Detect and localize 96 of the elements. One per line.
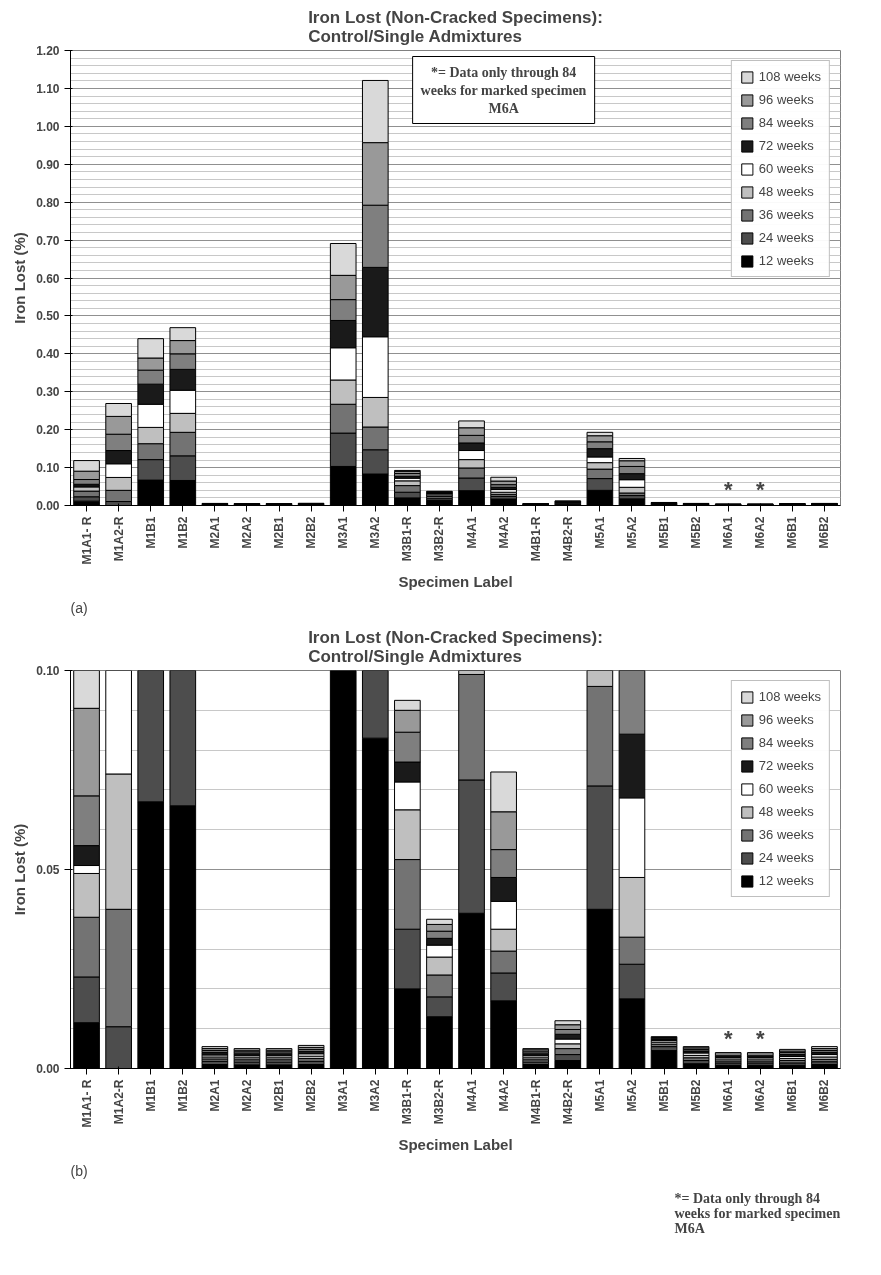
x-tick-label: M3B1-R bbox=[400, 1079, 415, 1125]
x-tick-label: M3B2-R bbox=[432, 1079, 447, 1125]
text: *= Data only through 84 weeks for marked specimen M6A bbox=[674, 1190, 841, 1236]
legend-label: 72 weeks bbox=[758, 758, 814, 773]
x-tick-label: M3A2 bbox=[368, 516, 383, 549]
x-tick-label: M4A2 bbox=[496, 516, 511, 549]
x-tick-label: M4A1 bbox=[464, 516, 479, 549]
legend-label: 96 weeks bbox=[758, 712, 814, 727]
y-tick-label: 0.00 bbox=[36, 499, 60, 513]
x-tick-label: M6B2 bbox=[817, 516, 832, 549]
x-tick-label: M3A1 bbox=[336, 1079, 351, 1112]
x-tick-label: M3B1-R bbox=[400, 516, 415, 562]
legend-label: 60 weeks bbox=[758, 781, 814, 796]
legend-label: 36 weeks bbox=[758, 827, 814, 842]
y-axis-title: Iron Lost (%) bbox=[11, 232, 29, 324]
legend-label: 12 weeks bbox=[758, 873, 814, 888]
x-tick-label: M6A2 bbox=[753, 1079, 768, 1112]
x-tick-label: M2A2 bbox=[239, 1079, 254, 1112]
annotation: * bbox=[756, 476, 766, 502]
x-tick-label: M1A2-R bbox=[111, 516, 126, 562]
x-tick-label: M2A1 bbox=[207, 516, 222, 549]
x-tick-label: M1B2 bbox=[175, 1079, 190, 1112]
x-tick-label: M1A2-R bbox=[111, 1079, 126, 1125]
y-tick-label: 0.20 bbox=[36, 423, 60, 438]
y-tick-label: 0.05 bbox=[36, 863, 60, 877]
y-tick-label: 1.10 bbox=[36, 81, 60, 96]
legend-label: 12 weeks bbox=[758, 253, 814, 268]
x-tick-label: M2A2 bbox=[239, 516, 254, 549]
legend-label: 48 weeks bbox=[758, 184, 814, 199]
x-tick-label: M4B2-R bbox=[560, 1079, 575, 1125]
legend-label: 84 weeks bbox=[758, 115, 814, 130]
x-tick-label: M2B2 bbox=[304, 516, 319, 549]
x-tick-label: M2B1 bbox=[272, 1079, 287, 1112]
x-tick-label: M4B2-R bbox=[560, 516, 575, 562]
x-tick-label: M5B1 bbox=[657, 1079, 672, 1112]
x-tick-label: M4B1-R bbox=[528, 516, 543, 562]
y-tick-label: 1.20 bbox=[36, 44, 60, 58]
x-tick-label: M1A1- R bbox=[79, 1079, 94, 1128]
annotation: *= Data only through 84 weeks for marked specimen M6A bbox=[420, 64, 587, 116]
x-tick-label: M1B1 bbox=[143, 1079, 158, 1112]
x-tick-label: M2B2 bbox=[304, 1079, 319, 1112]
y-tick-label: 0.10 bbox=[36, 664, 60, 678]
x-tick-label: M5A2 bbox=[624, 1079, 639, 1112]
legend-label: 24 weeks bbox=[758, 850, 814, 865]
x-tick-label: M3A1 bbox=[336, 516, 351, 549]
x-tick-label: M3B2-R bbox=[432, 516, 447, 562]
y-tick-label: 0.10 bbox=[36, 461, 60, 476]
x-tick-label: M6A2 bbox=[753, 516, 768, 549]
x-tick-label: M5B2 bbox=[689, 1079, 704, 1112]
x-tick-label: M5A1 bbox=[592, 1079, 607, 1112]
annotation: * bbox=[723, 476, 733, 502]
legend-label: 84 weeks bbox=[758, 735, 814, 750]
chart-title: Iron Lost (Non-Cracked Specimens): Control/Single Admixtures bbox=[308, 7, 603, 46]
x-tick-label: M1B2 bbox=[175, 516, 190, 549]
x-tick-label: M1B1 bbox=[143, 516, 158, 549]
annotation: * bbox=[723, 1025, 733, 1051]
annotation: * bbox=[756, 1025, 766, 1051]
x-tick-label: M6A1 bbox=[721, 516, 736, 549]
legend-label: 60 weeks bbox=[758, 161, 814, 176]
x-tick-label: M4A2 bbox=[496, 1079, 511, 1112]
x-tick-label: M6B2 bbox=[817, 1079, 832, 1112]
y-tick-label: 0.70 bbox=[36, 233, 60, 248]
x-tick-label: M6B1 bbox=[785, 516, 800, 549]
chart-title: Iron Lost (Non-Cracked Specimens): Control/Single Admixtures bbox=[308, 627, 603, 666]
x-axis-title: Specimen Label bbox=[398, 572, 513, 590]
y-tick-label: 0.40 bbox=[36, 347, 60, 362]
legend-label: 24 weeks bbox=[758, 230, 814, 245]
legend-label: 108 weeks bbox=[758, 69, 821, 84]
x-tick-label: M3A2 bbox=[368, 1079, 383, 1112]
text: (a) bbox=[70, 599, 88, 616]
y-tick-label: 0.80 bbox=[36, 195, 60, 210]
x-tick-label: M5B1 bbox=[657, 516, 672, 549]
x-axis-title: Specimen Label bbox=[398, 1135, 513, 1153]
x-tick-label: M5A2 bbox=[624, 516, 639, 549]
y-tick-label: 0.30 bbox=[36, 385, 60, 400]
x-tick-label: M4B1-R bbox=[528, 1079, 543, 1125]
y-tick-label: 0.90 bbox=[36, 157, 60, 172]
text: (b) bbox=[70, 1162, 88, 1179]
x-tick-label: M2A1 bbox=[207, 1079, 222, 1112]
y-tick-label: 0.50 bbox=[36, 309, 60, 324]
y-tick-label: 0.00 bbox=[36, 1062, 60, 1076]
y-tick-label: 0.60 bbox=[36, 271, 60, 286]
x-tick-label: M6A1 bbox=[721, 1079, 736, 1112]
x-tick-label: M4A1 bbox=[464, 1079, 479, 1112]
y-tick-label: 1.00 bbox=[36, 119, 60, 134]
x-tick-label: M5A1 bbox=[592, 516, 607, 549]
x-tick-label: M5B2 bbox=[689, 516, 704, 549]
legend-label: 36 weeks bbox=[758, 207, 814, 222]
legend-label: 72 weeks bbox=[758, 138, 814, 153]
x-tick-label: M2B1 bbox=[272, 516, 287, 549]
legend-label: 96 weeks bbox=[758, 92, 814, 107]
legend-label: 48 weeks bbox=[758, 804, 814, 819]
x-tick-label: M1A1- R bbox=[79, 516, 94, 565]
x-tick-label: M6B1 bbox=[785, 1079, 800, 1112]
y-axis-title: Iron Lost (%) bbox=[11, 823, 29, 916]
legend-label: 108 weeks bbox=[758, 689, 821, 704]
